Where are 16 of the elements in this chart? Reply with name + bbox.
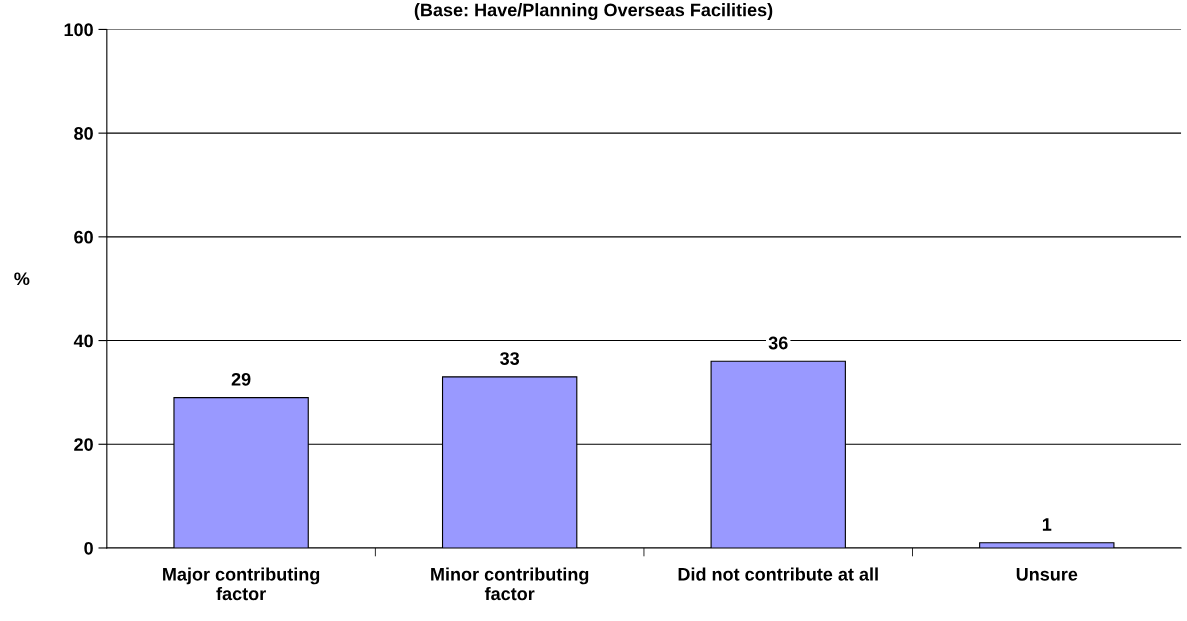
data-label: 29	[231, 372, 251, 386]
y-axis-title: %	[14, 272, 30, 286]
y-tick-label: 0	[84, 541, 93, 555]
x-tick-label: Unsure	[1016, 568, 1078, 581]
y-tick-label: 60	[74, 230, 93, 244]
x-tick-label: Did not contribute at all	[678, 567, 878, 581]
y-tick-label: 20	[74, 438, 93, 451]
y-tick-label: 100	[64, 23, 93, 37]
data-label: 36	[768, 336, 788, 350]
y-tick-label: 40	[73, 334, 93, 348]
y-tick-label: 80	[74, 127, 93, 140]
data-label: 33	[500, 352, 520, 365]
data-label: 1	[1042, 518, 1052, 531]
x-tick-label: Major contributing factor	[163, 567, 320, 601]
x-tick-label: Minor contributing factor	[431, 567, 589, 601]
chart-title: (Base: Have/Planning Overseas Facilities)	[414, 3, 773, 21]
